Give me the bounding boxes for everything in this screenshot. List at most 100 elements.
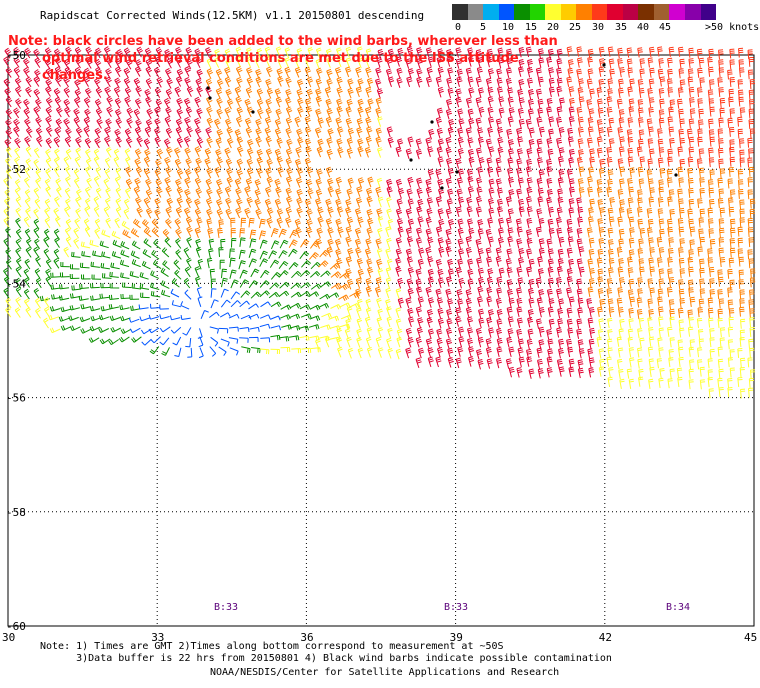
wind-barb xyxy=(508,346,515,358)
wind-barb xyxy=(291,348,302,354)
wind-barb xyxy=(229,347,239,356)
wind-barb xyxy=(43,297,50,308)
wind-barb xyxy=(446,98,453,110)
wind-barb xyxy=(63,58,71,70)
wind-barb xyxy=(556,106,563,117)
wind-barb xyxy=(153,239,161,250)
wind-barb xyxy=(270,325,281,331)
footnote-line-1: Note: 1) Times are GMT 2)Times along bot… xyxy=(40,641,504,652)
wind-barb xyxy=(335,188,342,199)
wind-barb xyxy=(44,198,51,210)
wind-barb xyxy=(385,287,391,299)
wind-barb xyxy=(658,117,665,128)
wind-barb xyxy=(395,318,402,330)
wind-barb xyxy=(225,88,232,100)
wind-barb xyxy=(558,298,565,309)
wind-barb xyxy=(629,357,635,368)
wind-barb xyxy=(5,248,12,259)
wind-barb xyxy=(79,316,91,323)
wind-barb xyxy=(377,327,384,338)
wind-barb xyxy=(606,126,613,137)
wind-barb xyxy=(386,186,393,197)
wind-barb xyxy=(627,156,634,167)
wind-barb xyxy=(617,47,623,59)
wind-barb xyxy=(94,228,100,239)
wind-barb xyxy=(396,198,403,210)
wind-barb xyxy=(246,56,252,68)
wind-barb xyxy=(149,346,160,355)
wind-barb xyxy=(627,147,634,158)
wind-barb xyxy=(25,127,33,138)
wind-barb xyxy=(648,358,654,369)
wind-barb xyxy=(659,98,665,109)
wind-barb xyxy=(537,76,544,88)
wind-barb xyxy=(235,116,243,128)
wind-barb xyxy=(647,218,654,229)
wind-barb xyxy=(334,67,342,78)
wind-barb xyxy=(468,56,475,67)
wind-barb xyxy=(709,79,715,90)
wind-barb xyxy=(346,188,353,200)
wind-barb xyxy=(658,186,664,197)
wind-barb xyxy=(65,46,72,57)
wind-barb xyxy=(587,137,593,148)
wind-barb xyxy=(284,66,291,78)
wind-barb xyxy=(336,337,343,349)
wind-barb xyxy=(216,128,223,140)
wind-barb xyxy=(727,117,733,128)
wind-barb xyxy=(538,218,545,229)
wind-barb xyxy=(295,146,302,158)
wind-barb xyxy=(143,138,151,149)
wind-barb xyxy=(356,186,363,197)
wind-barb xyxy=(300,282,311,289)
wind-barb xyxy=(346,306,353,318)
wind-barb xyxy=(727,339,734,350)
wind-barb xyxy=(528,297,535,309)
wind-barb xyxy=(185,216,193,228)
wind-barb xyxy=(327,206,334,218)
wind-barb xyxy=(125,137,133,148)
wind-barb xyxy=(717,198,724,209)
wind-barb xyxy=(749,99,755,109)
wind-barb xyxy=(345,236,352,247)
wind-barb xyxy=(618,207,625,218)
wind-barb xyxy=(719,337,725,348)
wind-barb xyxy=(230,228,236,238)
wind-barb xyxy=(576,288,583,299)
wind-barb xyxy=(115,206,122,218)
wind-barb xyxy=(668,248,674,259)
wind-barb xyxy=(749,79,756,89)
wind-barb xyxy=(667,57,673,68)
wind-barb xyxy=(64,227,71,239)
wind-barb xyxy=(386,316,393,328)
wind-barb xyxy=(140,328,152,335)
wind-barb xyxy=(196,107,203,119)
wind-barb xyxy=(546,158,553,170)
wind-barb xyxy=(195,157,202,169)
wind-barb xyxy=(556,217,562,228)
wind-barb xyxy=(749,198,756,209)
wind-barb xyxy=(606,186,613,198)
credit-line: NOAA/NESDIS/Center for Satellite Applica… xyxy=(210,667,560,678)
wind-barb xyxy=(416,187,423,199)
wind-barb xyxy=(345,57,352,68)
wind-barb xyxy=(225,118,232,130)
wind-barb xyxy=(577,297,584,309)
wind-barb xyxy=(104,168,111,180)
wind-barb xyxy=(646,208,653,219)
wind-barb xyxy=(162,228,170,240)
wind-barb xyxy=(265,56,271,67)
pass-labels: B:33 B:33 B:34 xyxy=(214,602,690,613)
wind-barb xyxy=(416,47,423,58)
wind-barb xyxy=(144,88,151,100)
wind-barb xyxy=(165,67,172,79)
wind-barb xyxy=(224,48,231,60)
wind-barb xyxy=(728,308,735,319)
wind-barb xyxy=(535,226,542,238)
wind-barb xyxy=(316,168,323,180)
wind-barb xyxy=(407,288,414,299)
wind-barb xyxy=(296,167,304,179)
wind-barb xyxy=(80,303,91,310)
wind-barb xyxy=(346,137,353,149)
wind-barb xyxy=(161,247,170,258)
